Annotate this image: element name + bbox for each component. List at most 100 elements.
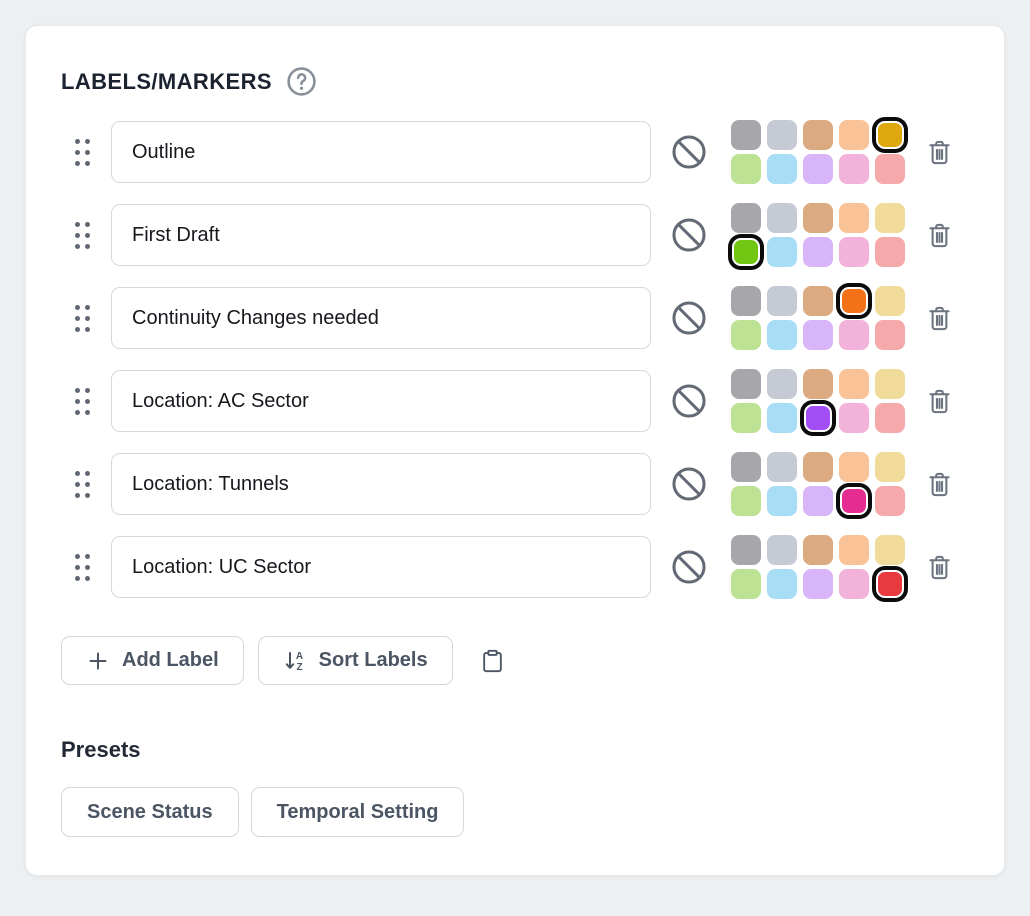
help-icon[interactable] bbox=[286, 66, 317, 97]
no-color-ban-icon[interactable] bbox=[670, 133, 708, 171]
color-swatch[interactable] bbox=[803, 452, 833, 482]
no-color-ban-icon[interactable] bbox=[670, 548, 708, 586]
color-swatch-selected[interactable] bbox=[840, 287, 868, 315]
drag-handle-icon[interactable] bbox=[75, 387, 90, 415]
sort-az-icon: A Z bbox=[285, 651, 303, 673]
labels-markers-panel: LABELS/MARKERS bbox=[25, 25, 1005, 876]
color-swatch-selected[interactable] bbox=[804, 404, 832, 432]
drag-handle-icon[interactable] bbox=[75, 304, 90, 332]
color-swatch[interactable] bbox=[839, 369, 869, 399]
color-swatch[interactable] bbox=[731, 369, 761, 399]
label-name-input[interactable] bbox=[111, 204, 651, 266]
color-swatch[interactable] bbox=[803, 203, 833, 233]
color-swatch[interactable] bbox=[731, 154, 761, 184]
drag-handle-icon[interactable] bbox=[75, 553, 90, 581]
color-swatch[interactable] bbox=[731, 403, 761, 433]
no-color-ban-icon[interactable] bbox=[670, 382, 708, 420]
label-name-input[interactable] bbox=[111, 453, 651, 515]
color-swatch[interactable] bbox=[731, 452, 761, 482]
color-swatch-selected[interactable] bbox=[876, 570, 904, 598]
color-swatch[interactable] bbox=[767, 320, 797, 350]
drag-handle-icon[interactable] bbox=[75, 221, 90, 249]
no-color-ban-icon[interactable] bbox=[670, 216, 708, 254]
color-swatch[interactable] bbox=[767, 486, 797, 516]
presets-heading: Presets bbox=[61, 737, 141, 762]
color-swatch[interactable] bbox=[803, 486, 833, 516]
delete-label-trash-icon[interactable] bbox=[925, 303, 954, 334]
color-swatch[interactable] bbox=[875, 154, 905, 184]
paste-clipboard-icon[interactable] bbox=[480, 647, 505, 675]
delete-label-trash-icon[interactable] bbox=[925, 137, 954, 168]
color-swatch[interactable] bbox=[767, 154, 797, 184]
preset-temporal-setting-button[interactable]: Temporal Setting bbox=[250, 787, 465, 837]
color-swatch[interactable] bbox=[875, 286, 905, 316]
color-swatch[interactable] bbox=[767, 569, 797, 599]
color-swatch[interactable] bbox=[803, 120, 833, 150]
preset-scene-status-button[interactable]: Scene Status bbox=[61, 787, 239, 837]
color-swatch[interactable] bbox=[767, 120, 797, 150]
add-label-button-label: Add Label bbox=[122, 649, 219, 671]
color-swatch[interactable] bbox=[803, 286, 833, 316]
color-swatch[interactable] bbox=[803, 535, 833, 565]
color-swatch[interactable] bbox=[767, 203, 797, 233]
label-name-input[interactable] bbox=[111, 370, 651, 432]
color-swatch[interactable] bbox=[767, 237, 797, 267]
color-swatch[interactable] bbox=[803, 237, 833, 267]
drag-handle-icon[interactable] bbox=[75, 470, 90, 498]
svg-text:A: A bbox=[296, 651, 303, 662]
drag-handle-icon[interactable] bbox=[75, 138, 90, 166]
color-swatch[interactable] bbox=[875, 320, 905, 350]
color-swatch[interactable] bbox=[803, 369, 833, 399]
color-swatch[interactable] bbox=[767, 403, 797, 433]
no-color-ban-icon[interactable] bbox=[670, 465, 708, 503]
color-swatch[interactable] bbox=[803, 320, 833, 350]
color-swatch[interactable] bbox=[731, 569, 761, 599]
color-swatch[interactable] bbox=[839, 535, 869, 565]
color-swatch[interactable] bbox=[839, 120, 869, 150]
label-row bbox=[61, 118, 969, 186]
sort-labels-button[interactable]: A Z Sort Labels bbox=[257, 636, 453, 685]
color-swatch[interactable] bbox=[839, 154, 869, 184]
color-swatch[interactable] bbox=[875, 369, 905, 399]
delete-label-trash-icon[interactable] bbox=[925, 220, 954, 251]
no-color-ban-icon[interactable] bbox=[670, 299, 708, 337]
color-swatch[interactable] bbox=[767, 452, 797, 482]
color-swatch[interactable] bbox=[839, 403, 869, 433]
color-swatch[interactable] bbox=[731, 535, 761, 565]
color-swatch[interactable] bbox=[839, 203, 869, 233]
color-swatch[interactable] bbox=[731, 486, 761, 516]
actions-toolbar: Add Label A Z Sort Labels bbox=[61, 636, 969, 685]
color-swatch[interactable] bbox=[767, 369, 797, 399]
color-swatch[interactable] bbox=[839, 569, 869, 599]
color-palette bbox=[728, 201, 908, 269]
color-swatch[interactable] bbox=[731, 203, 761, 233]
sort-labels-button-label: Sort Labels bbox=[318, 649, 428, 671]
label-name-input[interactable] bbox=[111, 121, 651, 183]
color-swatch[interactable] bbox=[803, 154, 833, 184]
color-swatch[interactable] bbox=[839, 237, 869, 267]
color-swatch[interactable] bbox=[875, 203, 905, 233]
delete-label-trash-icon[interactable] bbox=[925, 552, 954, 583]
color-swatch[interactable] bbox=[803, 569, 833, 599]
color-swatch[interactable] bbox=[875, 535, 905, 565]
color-swatch[interactable] bbox=[875, 486, 905, 516]
color-swatch-selected[interactable] bbox=[840, 487, 868, 515]
color-swatch[interactable] bbox=[767, 535, 797, 565]
color-swatch[interactable] bbox=[731, 286, 761, 316]
color-swatch[interactable] bbox=[875, 452, 905, 482]
color-swatch[interactable] bbox=[875, 237, 905, 267]
color-palette bbox=[728, 118, 908, 186]
color-swatch[interactable] bbox=[767, 286, 797, 316]
color-swatch[interactable] bbox=[731, 320, 761, 350]
color-swatch[interactable] bbox=[875, 403, 905, 433]
delete-label-trash-icon[interactable] bbox=[925, 386, 954, 417]
color-swatch-selected[interactable] bbox=[876, 121, 904, 149]
delete-label-trash-icon[interactable] bbox=[925, 469, 954, 500]
color-swatch[interactable] bbox=[731, 120, 761, 150]
add-label-button[interactable]: Add Label bbox=[61, 636, 244, 685]
color-swatch-selected[interactable] bbox=[732, 238, 760, 266]
color-swatch[interactable] bbox=[839, 320, 869, 350]
label-name-input[interactable] bbox=[111, 287, 651, 349]
color-swatch[interactable] bbox=[839, 452, 869, 482]
label-name-input[interactable] bbox=[111, 536, 651, 598]
